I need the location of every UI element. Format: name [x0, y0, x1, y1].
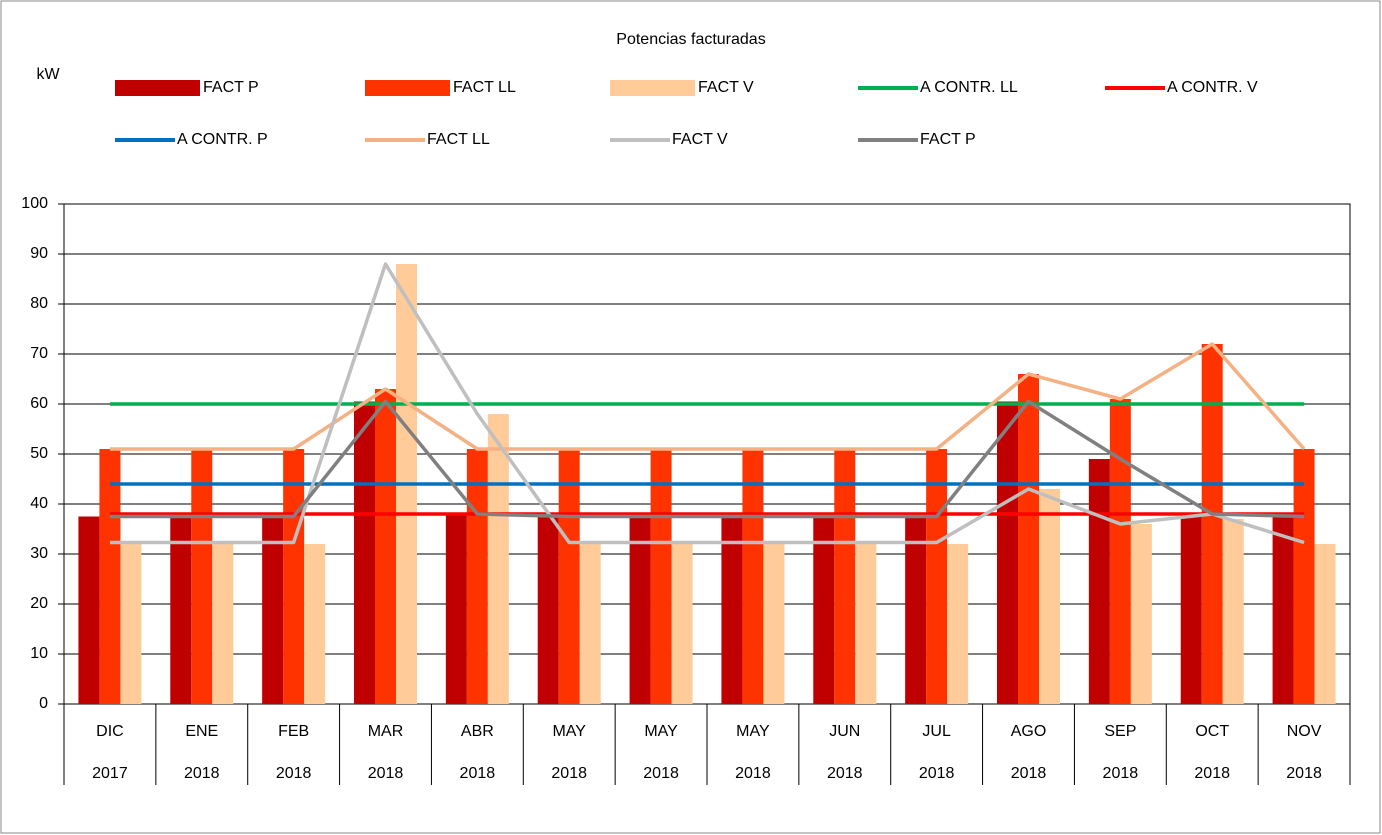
chart-title: Potencias facturadas: [616, 31, 765, 48]
x-tick-label: FEB: [278, 723, 309, 740]
legend-label: FACT LL: [427, 131, 490, 148]
bar: [1130, 524, 1152, 704]
y-tick-label: 40: [30, 495, 48, 512]
x-tick-year: 2018: [184, 765, 220, 782]
bar: [742, 449, 764, 704]
y-axis-label: kW: [36, 66, 60, 83]
bar: [1180, 514, 1202, 704]
bar: [537, 514, 559, 704]
legend-swatch: [610, 80, 695, 96]
y-tick-label: 80: [30, 295, 48, 312]
bar: [629, 514, 651, 704]
x-tick-label: MAY: [644, 723, 678, 740]
y-tick-label: 100: [21, 195, 48, 212]
bar: [1039, 489, 1060, 704]
bar: [579, 544, 601, 704]
bar: [671, 544, 693, 704]
legend-label: FACT LL: [453, 79, 516, 96]
y-tick-label: 50: [30, 445, 48, 462]
bar: [283, 449, 305, 704]
x-tick-year: 2018: [827, 765, 863, 782]
bar: [1272, 514, 1294, 704]
x-tick-year: 2018: [276, 765, 312, 782]
bar: [947, 544, 969, 704]
x-tick-label: MAY: [736, 723, 770, 740]
bar: [1201, 344, 1223, 704]
bar: [170, 514, 192, 704]
bar: [926, 449, 948, 704]
y-tick-label: 70: [30, 345, 48, 362]
legend-label: FACT V: [672, 131, 728, 148]
x-tick-year: 2018: [1194, 765, 1230, 782]
bar: [487, 414, 509, 704]
x-tick-label: DIC: [96, 723, 124, 740]
x-tick-label: JUN: [829, 723, 860, 740]
x-tick-label: MAY: [552, 723, 586, 740]
bar: [650, 449, 672, 704]
bar: [855, 544, 877, 704]
y-tick-label: 10: [30, 645, 48, 662]
x-tick-label: AGO: [1011, 723, 1047, 740]
legend-swatch: [365, 80, 450, 96]
x-tick-label: ENE: [185, 723, 218, 740]
bar: [262, 514, 284, 704]
bar: [997, 401, 1018, 704]
bar: [375, 389, 396, 704]
legend-swatch: [115, 80, 200, 96]
bar: [99, 449, 121, 704]
legend-label: A CONTR. LL: [920, 79, 1018, 96]
bar: [304, 544, 326, 704]
line-series: [109, 399, 1305, 519]
bar: [466, 449, 488, 704]
line-series: [109, 342, 1306, 451]
bar: [905, 514, 927, 704]
x-tick-label: ABR: [461, 723, 494, 740]
x-tick-label: OCT: [1195, 723, 1229, 740]
bar: [1314, 544, 1336, 704]
bar: [1222, 519, 1244, 704]
bar: [78, 516, 100, 704]
bar: [1109, 399, 1131, 704]
y-tick-label: 20: [30, 595, 48, 612]
x-tick-label: JUL: [922, 723, 951, 740]
legend-label: FACT P: [920, 131, 976, 148]
legend-label: A CONTR. V: [1167, 79, 1258, 96]
bar: [721, 514, 743, 704]
bar: [763, 544, 785, 704]
bar: [813, 514, 835, 704]
bar: [1088, 459, 1110, 704]
x-tick-year: 2018: [919, 765, 955, 782]
bar: [558, 449, 580, 704]
x-tick-label: NOV: [1287, 723, 1322, 740]
y-tick-label: 90: [30, 245, 48, 262]
x-tick-year: 2018: [1286, 765, 1322, 782]
y-tick-label: 0: [39, 695, 48, 712]
x-tick-year: 2018: [1103, 765, 1139, 782]
x-tick-year: 2018: [1011, 765, 1047, 782]
x-tick-year: 2018: [551, 765, 587, 782]
x-tick-year: 2018: [735, 765, 771, 782]
x-tick-year: 2017: [92, 765, 128, 782]
x-tick-year: 2018: [643, 765, 679, 782]
legend-label: A CONTR. P: [177, 131, 268, 148]
bar: [1018, 374, 1039, 704]
y-tick-label: 60: [30, 395, 48, 412]
x-tick-label: SEP: [1104, 723, 1136, 740]
bar: [1293, 449, 1315, 704]
bar: [212, 544, 234, 704]
x-tick-year: 2018: [460, 765, 496, 782]
bar: [191, 449, 213, 704]
y-tick-label: 30: [30, 545, 48, 562]
bar: [445, 514, 467, 704]
x-tick-label: MAR: [368, 723, 404, 740]
legend-label: FACT P: [203, 79, 259, 96]
bar: [834, 449, 856, 704]
x-tick-year: 2018: [368, 765, 404, 782]
legend-label: FACT V: [698, 79, 754, 96]
bar: [354, 401, 375, 704]
bar: [120, 544, 142, 704]
